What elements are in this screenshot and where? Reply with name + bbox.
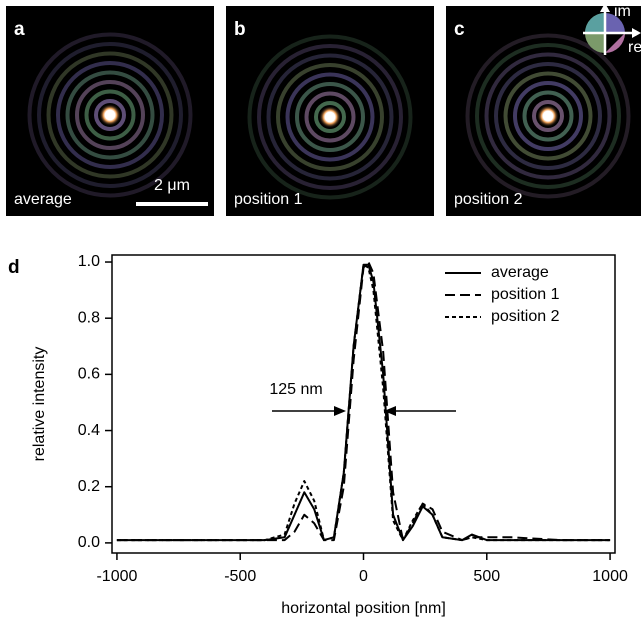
ring — [285, 72, 375, 162]
ring — [513, 81, 583, 151]
ring — [247, 34, 413, 200]
center-spot — [537, 105, 559, 127]
panel-letter: b — [234, 19, 246, 40]
ring — [46, 51, 174, 179]
x-tick-label: 1000 — [592, 568, 628, 585]
annotation: 125 nm — [269, 381, 322, 398]
series-line — [116, 263, 611, 542]
ring — [295, 82, 365, 152]
panel-letter: c — [454, 19, 465, 40]
ring — [503, 71, 593, 161]
arrow-head — [384, 406, 396, 416]
y-tick-label: 0.2 — [78, 478, 100, 495]
y-axis-label: relative intensity — [31, 347, 48, 462]
x-tick-label: -1000 — [96, 568, 137, 585]
panel-letter: a — [14, 19, 25, 40]
center-spot — [319, 106, 341, 128]
ring — [266, 53, 394, 181]
y-tick-label: 0.4 — [78, 422, 100, 439]
legend-label: position 2 — [491, 308, 560, 325]
x-tick-label: 500 — [473, 568, 500, 585]
ring — [84, 89, 136, 141]
ring — [257, 44, 403, 190]
y-tick-label: 0.6 — [78, 366, 100, 383]
ring — [465, 33, 631, 199]
ring — [494, 62, 602, 170]
ring — [532, 100, 564, 132]
y-tick-label: 1.0 — [78, 253, 100, 270]
ring-set — [247, 34, 413, 200]
scale-bar — [136, 202, 208, 206]
legend-label: position 1 — [491, 286, 560, 303]
x-tick-label: 0 — [359, 568, 368, 585]
caption: position 2 — [454, 191, 523, 208]
x-tick-label: -500 — [224, 568, 256, 585]
ring — [475, 43, 621, 189]
arrow-head — [334, 406, 346, 416]
ring — [314, 101, 346, 133]
ring — [484, 52, 612, 180]
chart: 0.0 0.2 0.4 0.6 0.8 1.0 -1000 -500 0 500 1000 horiz… — [31, 253, 628, 617]
x-axis-label: horizontal position [nm] — [281, 600, 446, 617]
y-tick-label: 0.8 — [78, 309, 100, 326]
axis-re: re — [628, 39, 641, 56]
ring — [27, 32, 193, 198]
ring — [304, 91, 356, 143]
legend-label: average — [491, 264, 549, 281]
caption: position 1 — [234, 191, 303, 208]
ring — [75, 80, 145, 150]
ring — [37, 42, 183, 188]
scale-label: 2 μm — [154, 177, 190, 194]
panel-letter: d — [8, 257, 20, 278]
image-panels: a average 2 μm b position 1 c position 2… — [6, 3, 641, 216]
ring-set — [465, 33, 631, 199]
center-spot — [99, 104, 121, 126]
series-line — [116, 261, 611, 542]
ring — [276, 63, 384, 171]
ring-set — [27, 32, 193, 198]
ring — [65, 70, 155, 160]
y-tick-label: 0.0 — [78, 534, 100, 551]
ring — [522, 90, 574, 142]
ring — [94, 99, 126, 131]
axis-im: im — [614, 3, 631, 20]
ring — [56, 61, 164, 169]
diffraction-rings — [27, 32, 631, 200]
caption: average — [14, 191, 72, 208]
series-line — [116, 263, 611, 542]
color-wheel: im re — [583, 3, 641, 56]
